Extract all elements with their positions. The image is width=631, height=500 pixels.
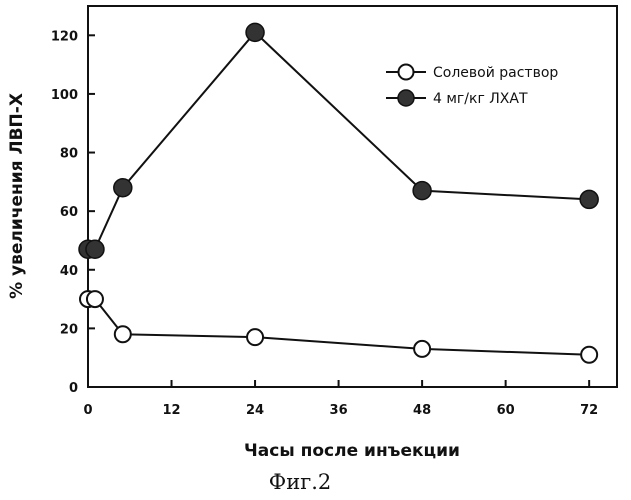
x-tick-label: 48 bbox=[413, 403, 431, 418]
x-axis-title: Часы после инъекции bbox=[244, 441, 460, 461]
data-point-series-1 bbox=[114, 179, 132, 197]
x-tick-label: 24 bbox=[246, 403, 264, 418]
x-tick-label: 12 bbox=[162, 403, 180, 418]
data-point-series-1 bbox=[580, 190, 598, 208]
y-tick-label: 60 bbox=[60, 205, 78, 220]
legend-marker-lcat bbox=[398, 90, 414, 106]
x-tick-label: 36 bbox=[330, 403, 348, 418]
legend-label-lcat: 4 мг/кг ЛХАТ bbox=[433, 91, 528, 107]
data-point-series-1 bbox=[86, 240, 104, 258]
x-tick-label: 0 bbox=[83, 403, 92, 418]
x-tick-label: 60 bbox=[497, 403, 515, 418]
legend-marker-saline bbox=[399, 65, 414, 80]
x-tick-label: 72 bbox=[580, 403, 598, 418]
y-tick-label: 0 bbox=[69, 381, 78, 396]
data-point-series-0 bbox=[115, 326, 131, 342]
y-tick-label: 40 bbox=[60, 264, 78, 279]
figure-caption: Фиг.2 bbox=[269, 470, 331, 494]
data-point-series-1 bbox=[413, 182, 431, 200]
y-tick-label: 20 bbox=[60, 322, 78, 337]
data-point-series-0 bbox=[581, 347, 597, 363]
y-tick-label: 100 bbox=[51, 88, 78, 103]
data-point-series-0 bbox=[414, 341, 430, 357]
y-tick-label: 120 bbox=[51, 29, 78, 44]
data-point-series-0 bbox=[87, 291, 103, 307]
data-point-series-1 bbox=[246, 23, 264, 41]
y-axis-title: % увеличения ЛВП-Х bbox=[7, 93, 27, 299]
y-tick-label: 80 bbox=[60, 147, 78, 162]
data-point-series-0 bbox=[247, 329, 263, 345]
legend-label-saline: Солевой раствор bbox=[433, 65, 558, 81]
